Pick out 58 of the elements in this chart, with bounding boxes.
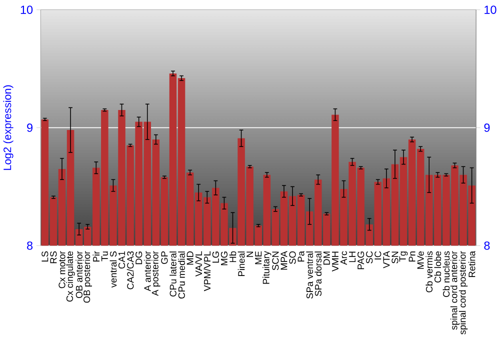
y2-tick-label: 9 (484, 123, 490, 132)
x-tick-label: LS (42, 251, 48, 262)
x-tick-label: VMH (332, 251, 338, 272)
x-tick-label: MG (220, 251, 228, 265)
x-tick-label: Cx motor (58, 250, 66, 288)
x-tick-label: spinal cord posterior (458, 250, 468, 334)
x-tick-label: CPu medial (178, 251, 185, 298)
x-tick-label: ventral S (110, 251, 117, 288)
y2-tick-label: 8 (484, 241, 490, 250)
y-tick-label: 10 (20, 5, 33, 14)
x-tick-label: LH (349, 251, 356, 262)
x-tick-label: SC (366, 251, 373, 264)
x-tick-label: IC (374, 251, 382, 260)
x-tick-label: VTA (383, 250, 390, 268)
x-tick-label: Cb lobe (434, 251, 442, 282)
x-tick-label: DG (136, 251, 142, 264)
x-tick-label: Pituitary (262, 250, 272, 284)
x-tick-label: CPu lateral (170, 251, 176, 296)
x-tick-label: SPa dorsal (314, 251, 322, 296)
x-tick-label: Arc (340, 250, 347, 265)
x-tick-label: SCN (272, 251, 279, 270)
y2-tick-label: 10 (484, 5, 496, 14)
x-tick-label: GP (161, 251, 168, 264)
x-tick-label: MVe (417, 251, 424, 269)
x-tick-label: CA2/CA3 (126, 251, 134, 289)
x-tick-label: Pineal (238, 251, 245, 276)
y-tick-label: 9 (27, 123, 32, 132)
y-axis-title: Log2 (expression) (3, 85, 14, 170)
x-tick-label: Cb vermis (426, 251, 433, 292)
x-tick-label: SN (392, 251, 398, 264)
x-tick-label: A posterior (152, 250, 160, 296)
x-tick-label: MPA (280, 250, 288, 270)
x-tick-label: ME (255, 251, 262, 264)
y-tick-label: 8 (27, 241, 33, 250)
x-tick-label: Pa (298, 250, 304, 262)
x-tick-label: OB anterior (76, 250, 82, 298)
x-tick-label: LG (212, 251, 219, 262)
x-tick-label: VA/VL (195, 251, 202, 276)
x-tick-label: SO (289, 251, 296, 264)
x-tick-label: Hb (229, 251, 236, 262)
x-tick-label: PAG (358, 251, 364, 269)
x-tick-label: VPM/VPL (204, 251, 211, 291)
x-tick-label: OB posterior (83, 250, 92, 302)
x-tick-label: SPa ventral (306, 251, 314, 298)
x-tick-label: Pn (408, 251, 416, 262)
x-tick-label: CA1 (118, 251, 126, 268)
x-tick-label: DM (323, 251, 330, 264)
x-tick-label: spinal cord anterior (450, 250, 460, 330)
x-tick-label: Cb nucleus (442, 251, 450, 297)
x-tick-label: Tg (399, 251, 408, 262)
x-tick-label: Cx cingulate (66, 251, 75, 302)
x-tick-label: A anterior (144, 250, 151, 291)
x-tick-label: MD (186, 251, 194, 264)
x-tick-label: Retina (468, 250, 476, 277)
x-tick-label: RS (50, 251, 57, 263)
x-tick-label: N (246, 251, 254, 257)
x-tick-label: Pir (92, 250, 100, 262)
x-tick-label: Tu (101, 251, 108, 261)
